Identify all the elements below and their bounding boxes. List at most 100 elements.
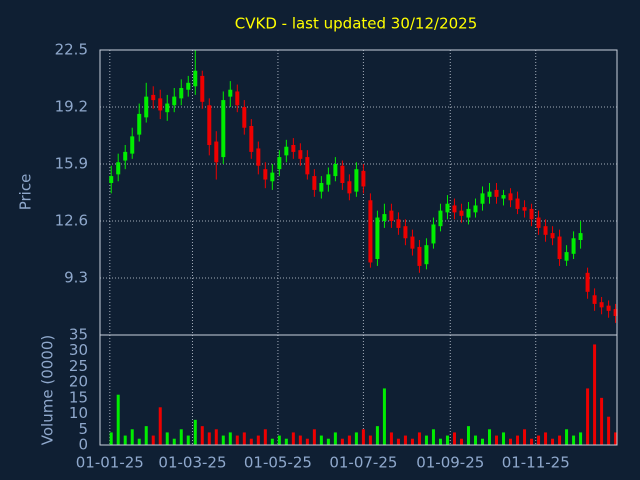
candle-body <box>529 208 534 220</box>
volume-bar <box>235 435 239 445</box>
candle-body <box>354 169 359 192</box>
volume-bar <box>614 432 618 445</box>
candle-body <box>606 305 611 311</box>
candle-body <box>410 236 415 249</box>
candle-body <box>305 157 310 175</box>
volume-bar <box>165 432 169 445</box>
y-tick-label: 15.9 <box>55 155 88 173</box>
candle-body <box>284 146 289 156</box>
candle-body <box>550 233 555 239</box>
candle-body <box>501 195 506 199</box>
candle-body <box>480 193 485 204</box>
candle-body <box>438 210 443 227</box>
candle-body <box>179 88 184 99</box>
candle-body <box>123 151 128 161</box>
volume-axis-label: Volume (0000) <box>39 335 57 445</box>
candle-body <box>291 145 296 152</box>
candle-body <box>452 205 457 213</box>
candle-body <box>221 100 226 158</box>
candle-body <box>193 70 198 87</box>
volume-bar <box>207 432 211 445</box>
candle-body <box>249 126 254 152</box>
volume-bar <box>466 426 470 445</box>
volume-bar <box>137 438 141 445</box>
candle-body <box>298 150 303 159</box>
candle-body <box>417 246 422 266</box>
volume-bar <box>502 432 506 445</box>
candle-body <box>235 91 240 106</box>
volume-bar <box>263 429 267 445</box>
volume-tick-label: 35 <box>69 326 88 344</box>
candle-body <box>368 200 373 263</box>
candle-body <box>578 233 583 240</box>
volume-bar <box>256 435 260 445</box>
candle-body <box>396 219 401 228</box>
x-tick-label: 01-11-25 <box>502 454 570 472</box>
candle-body <box>585 272 590 292</box>
candle-body <box>214 141 219 163</box>
volume-bar <box>284 438 288 445</box>
volume-bar <box>333 432 337 445</box>
candle-body <box>592 295 597 304</box>
volume-bar <box>607 416 611 445</box>
candle-body <box>333 164 338 177</box>
candle-body <box>382 214 387 221</box>
volume-bar <box>179 429 183 445</box>
candle-body <box>312 176 317 190</box>
volume-bar <box>123 435 127 445</box>
y-tick-label: 22.5 <box>55 41 88 59</box>
volume-bar <box>354 432 358 445</box>
candle-body <box>319 183 324 192</box>
volume-bar <box>537 435 541 445</box>
volume-bar <box>340 438 344 445</box>
candle-body <box>515 198 520 209</box>
candle-body <box>137 113 142 135</box>
x-tick-label: 01-09-25 <box>416 454 484 472</box>
volume-bar <box>144 426 148 445</box>
volume-bar <box>579 432 583 445</box>
chart-title: CVKD - last updated 30/12/2025 <box>235 15 478 33</box>
volume-bar <box>368 435 372 445</box>
volume-bar <box>417 432 421 445</box>
volume-bar <box>347 435 351 445</box>
candle-body <box>445 203 450 213</box>
candle-body <box>242 107 247 128</box>
candle-body <box>403 226 408 239</box>
volume-bar <box>530 438 534 445</box>
volume-bar <box>242 432 246 445</box>
candle-body <box>389 210 394 221</box>
volume-bar <box>116 394 120 445</box>
volume-tick-label: 5 <box>78 420 88 438</box>
x-tick-label: 01-07-25 <box>329 454 397 472</box>
candle-body <box>130 136 135 154</box>
volume-tick-label: 15 <box>69 388 88 406</box>
candle-body <box>508 193 513 201</box>
volume-bar <box>389 432 393 445</box>
candle-body <box>228 89 233 97</box>
volume-bar <box>375 426 379 445</box>
y-tick-label: 9.3 <box>64 269 88 287</box>
y-tick-label: 19.2 <box>55 98 88 116</box>
candle-body <box>473 205 478 213</box>
candle-body <box>536 217 541 228</box>
candle-body <box>613 309 618 316</box>
volume-tick-label: 0 <box>78 436 88 454</box>
candle-body <box>200 75 205 102</box>
volume-bar <box>277 435 281 445</box>
candle-body <box>375 217 380 259</box>
candle-body <box>459 210 464 216</box>
volume-bar <box>431 429 435 445</box>
volume-bar <box>326 438 330 445</box>
candle-body <box>431 224 436 244</box>
volume-bar <box>291 432 295 445</box>
volume-bar <box>312 429 316 445</box>
candle-body <box>557 236 562 259</box>
volume-bar <box>523 429 527 445</box>
candle-body <box>263 169 268 180</box>
volume-bar <box>516 435 520 445</box>
volume-bar <box>151 435 155 445</box>
y-axis-label: Price <box>17 174 35 211</box>
volume-bar <box>488 429 492 445</box>
